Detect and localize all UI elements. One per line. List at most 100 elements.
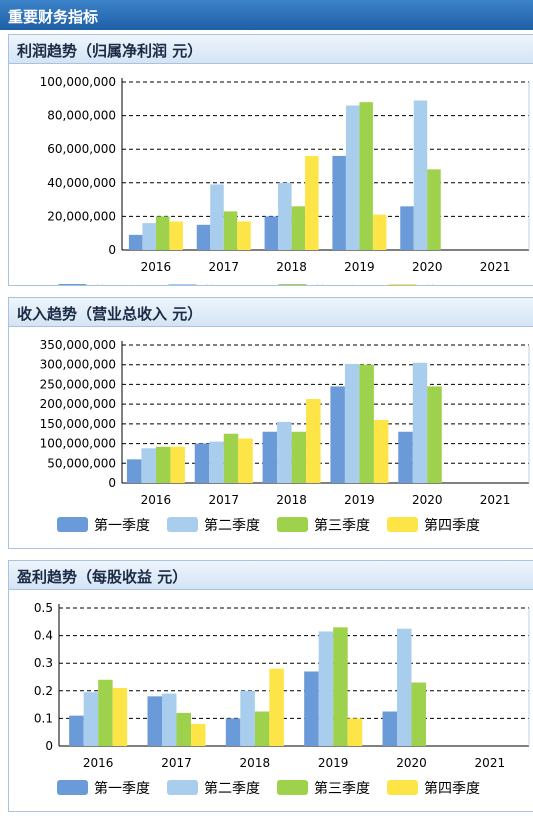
bar	[264, 216, 279, 250]
legend-swatch	[167, 517, 198, 532]
legend-label: 第一季度	[94, 517, 150, 534]
bar	[359, 364, 374, 483]
y-tick-label: 0.4	[34, 629, 53, 643]
bar	[237, 221, 251, 250]
legend-label: 第二季度	[204, 284, 260, 285]
top-bar: 重要财务指标	[0, 0, 533, 30]
bar	[332, 155, 346, 250]
bar	[238, 438, 253, 483]
y-tick-label: 20,000,000	[47, 209, 116, 223]
legend-swatch	[387, 517, 418, 532]
legend-swatch	[57, 780, 88, 795]
bar	[413, 100, 428, 250]
legend-label: 第二季度	[204, 517, 260, 534]
bar	[142, 223, 156, 250]
x-tick-label: 2020	[396, 756, 427, 770]
x-tick-label: 2018	[276, 260, 307, 274]
y-tick-label: 0	[108, 243, 116, 257]
bar	[210, 184, 224, 250]
bar	[169, 221, 183, 250]
bar	[306, 399, 321, 483]
bar	[170, 446, 185, 483]
bar	[194, 443, 210, 483]
y-tick-label: 350,000,000	[40, 338, 116, 352]
bar	[397, 628, 412, 746]
bar	[427, 386, 442, 483]
x-tick-label: 2019	[344, 493, 375, 507]
page-title: 重要财务指标	[8, 8, 99, 26]
x-tick-label: 2021	[475, 756, 506, 770]
bar	[373, 419, 389, 483]
legend-swatch	[167, 284, 198, 285]
revenue-trend-panel: 收入趋势（营业总收入 元） 0 50,000,000 100,000,000 150,…	[8, 297, 533, 549]
y-tick-label: 300,000,000	[40, 358, 116, 372]
legend-swatch	[57, 517, 88, 532]
eps-trend-panel: 盈利趋势（每股收益 元） 0 0.1 0.2 0.3 0.4 0.5 2016 2017 201…	[8, 560, 533, 812]
x-tick-label: 2019	[318, 756, 349, 770]
bar	[155, 216, 170, 250]
bar	[155, 446, 171, 483]
bar	[162, 693, 177, 746]
panel-title: 收入趋势（营业总收入 元）	[17, 305, 203, 323]
bar	[225, 718, 241, 746]
legend-label: 第四季度	[424, 284, 480, 285]
bar	[147, 696, 162, 746]
panel-title-bar: 利润趋势（归属净利润 元）	[9, 35, 533, 64]
bar	[305, 155, 319, 250]
x-tick-label: 2016	[83, 756, 114, 770]
bar	[330, 386, 345, 483]
x-tick-label: 2016	[141, 260, 172, 274]
profit-trend-panel: 利润趋势（归属净利润 元） 0 20,000,000 40,000,000 60,00…	[8, 34, 533, 286]
y-tick-label: 0.1	[34, 711, 53, 725]
revenue-chart: 0 50,000,000 100,000,000 150,000,000 200,000…	[40, 338, 530, 534]
bar	[83, 692, 99, 746]
legend-label: 第三季度	[314, 517, 370, 534]
profit-chart: 0 20,000,000 40,000,000 60,000,000 80,000,00…	[40, 75, 530, 285]
legend-label: 第四季度	[424, 780, 480, 797]
bar	[400, 206, 414, 250]
y-tick-label: 0.5	[34, 601, 53, 615]
bar	[112, 688, 128, 746]
y-tick-label: 0	[108, 476, 116, 490]
panel-title-bar: 盈利趋势（每股收益 元）	[9, 561, 533, 590]
bar	[277, 421, 292, 483]
y-tick-label: 100,000,000	[40, 75, 116, 89]
eps-chart: 0 0.1 0.2 0.3 0.4 0.5 2016 2017 2018 2019 2020 2021…	[34, 601, 530, 797]
bar	[333, 627, 348, 746]
bar	[141, 448, 156, 483]
legend-label: 第三季度	[314, 780, 370, 797]
legend-swatch	[57, 284, 88, 285]
bar	[254, 711, 270, 746]
x-tick-label: 2016	[141, 493, 172, 507]
x-tick-label: 2020	[412, 493, 443, 507]
legend-label: 第一季度	[94, 284, 150, 285]
bar	[278, 182, 292, 250]
y-tick-label: 40,000,000	[47, 176, 116, 190]
legend-label: 第四季度	[424, 517, 480, 534]
panel-title-bar: 收入趋势（营业总收入 元）	[9, 298, 533, 327]
legend-swatch	[277, 517, 308, 532]
bar	[209, 441, 224, 483]
y-tick-label: 60,000,000	[47, 142, 116, 156]
bar	[345, 105, 360, 250]
bar	[262, 431, 278, 483]
bar	[196, 224, 211, 250]
bar	[347, 718, 363, 746]
legend-label: 第二季度	[204, 780, 260, 797]
bar	[223, 433, 239, 483]
bar	[191, 723, 206, 746]
y-tick-label: 250,000,000	[40, 377, 116, 391]
bar	[291, 431, 307, 483]
legend-swatch	[167, 780, 198, 795]
bar	[223, 211, 238, 250]
bar	[427, 169, 441, 250]
bar	[382, 711, 397, 746]
bar	[304, 671, 319, 746]
y-tick-label: 100,000,000	[40, 437, 116, 451]
bar	[412, 362, 428, 483]
bar	[411, 682, 426, 746]
bar	[98, 679, 113, 746]
legend-swatch	[277, 780, 308, 795]
x-tick-label: 2018	[240, 756, 271, 770]
legend-swatch	[277, 284, 308, 285]
